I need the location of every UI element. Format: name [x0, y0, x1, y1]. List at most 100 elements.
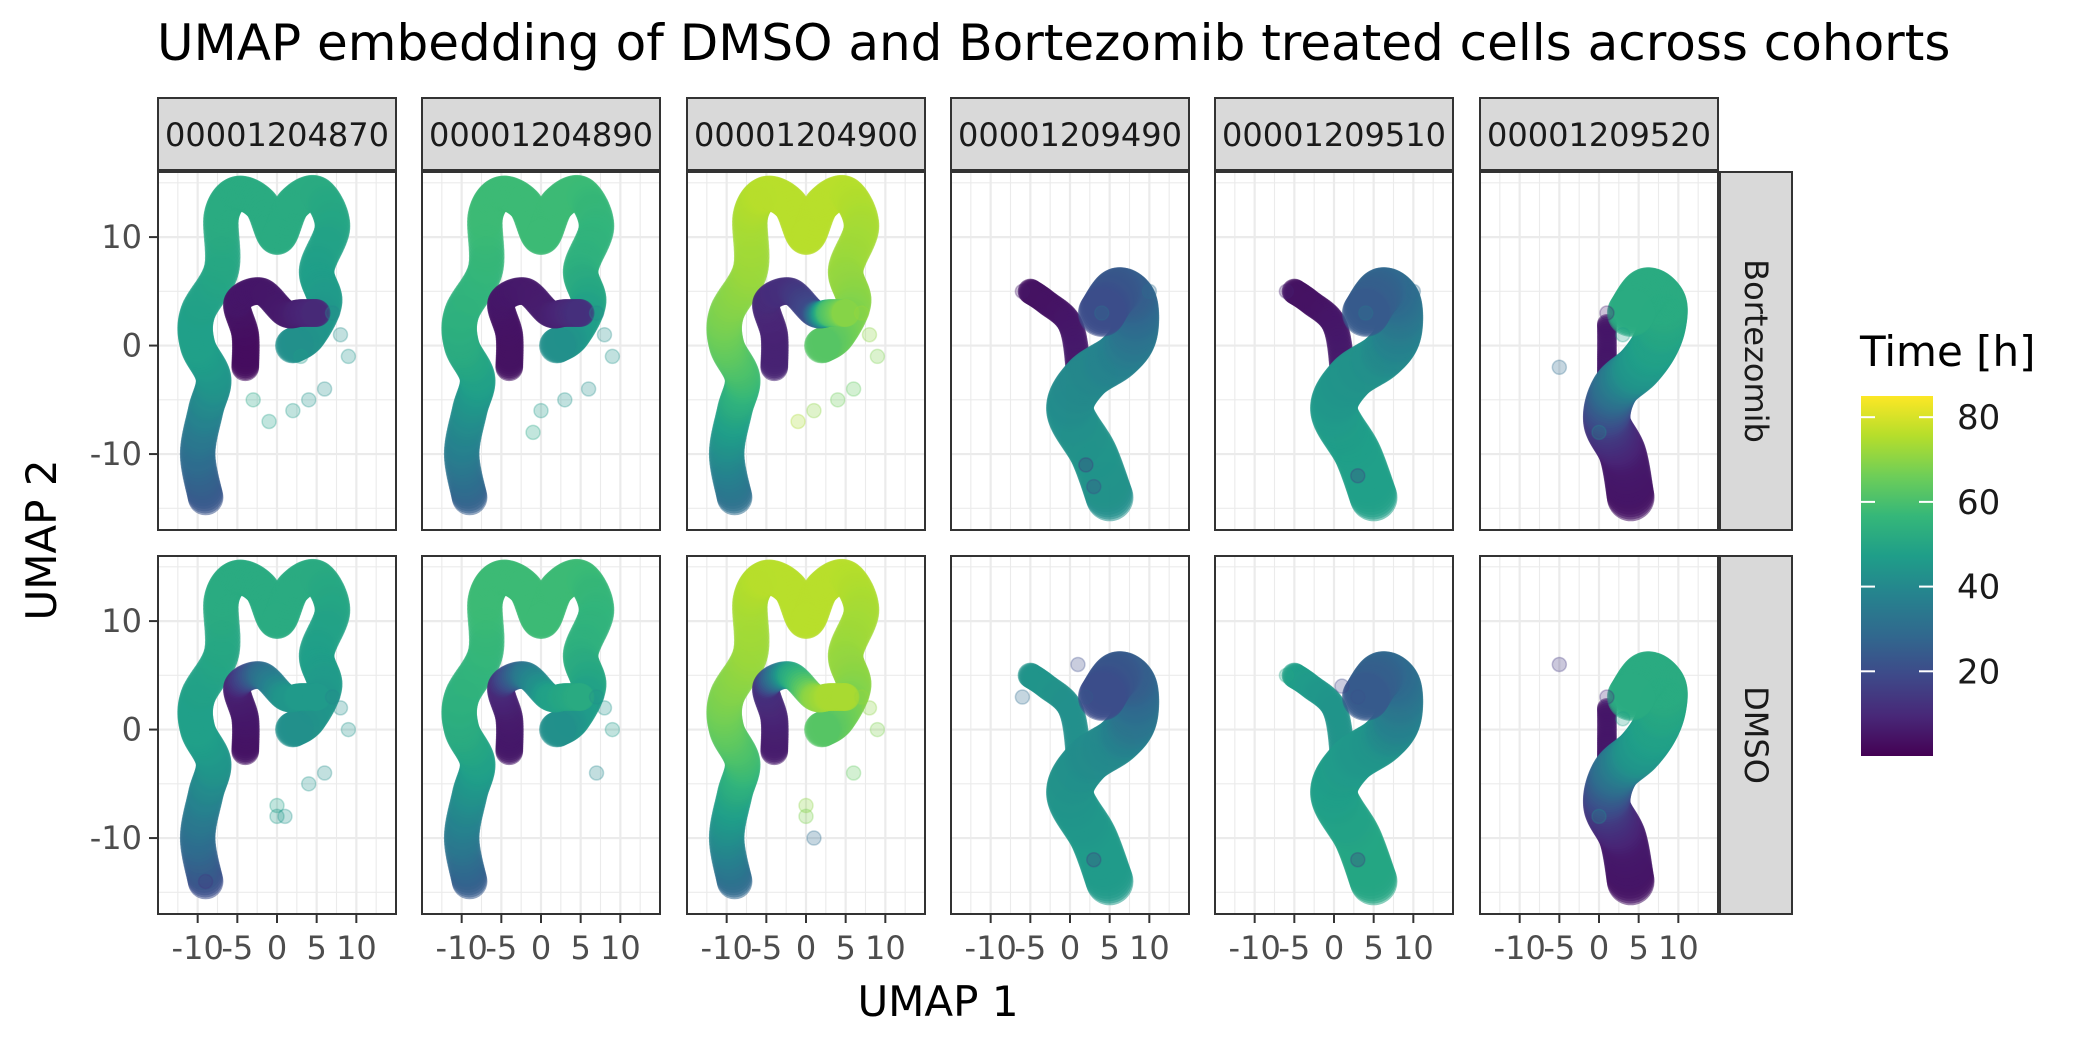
scatter-point [1591, 808, 1607, 825]
column-strip-label: 00001204900 [694, 116, 918, 154]
scatter-point [1014, 689, 1031, 705]
x-axis-title: UMAP 1 [857, 977, 1018, 1026]
scatter-point [1551, 359, 1568, 376]
trajectory [441, 174, 615, 516]
panel-data [706, 558, 886, 900]
facet-panel [421, 555, 661, 915]
column-strip [950, 97, 1190, 171]
trajectory-point [539, 327, 575, 364]
x-tick-label: -5 [485, 929, 517, 967]
trajectory-point [1341, 673, 1390, 721]
scatter-point [1078, 689, 1094, 705]
scatter-point [861, 326, 878, 343]
column-strip-label: 00001204870 [165, 116, 389, 154]
y-tick-label: -10 [90, 435, 142, 473]
scatter-point [580, 381, 597, 397]
x-tick-label: 5 [1363, 929, 1383, 967]
scatter-point [1086, 478, 1102, 495]
y-axis: 10 0 -10 10 0 -10 [90, 218, 158, 857]
panel-border [1214, 171, 1454, 531]
colorbar-label: 20 [1957, 652, 2000, 692]
panel-data [177, 558, 357, 900]
scatter-point [293, 348, 309, 365]
x-tick-label: 10 [600, 929, 641, 967]
trajectory [486, 661, 595, 766]
trajectory [706, 558, 880, 900]
trajectory-point [566, 683, 595, 711]
column-strip [421, 97, 661, 171]
x-tick-label: -5 [1014, 929, 1046, 967]
x-tick-label: 10 [1658, 929, 1699, 967]
column-strip [686, 97, 926, 171]
x-tick-label: 5 [1628, 929, 1648, 967]
y-tick-label: 0 [122, 327, 142, 365]
scatter-point [1086, 852, 1102, 868]
scatter-point [1278, 667, 1295, 684]
x-tick-label: 0 [1324, 929, 1344, 967]
column-strip-label: 00001209510 [1222, 116, 1446, 154]
column-strip-label: 00001209520 [1487, 116, 1711, 154]
x-tick-label: -5 [1278, 929, 1310, 967]
scatter-point [316, 381, 333, 397]
x-tick-label: -5 [221, 929, 253, 967]
x-tick-label: 0 [1589, 929, 1609, 967]
x-tick-label: -10 [436, 929, 488, 967]
trajectory-point [1077, 673, 1126, 721]
x-tick-label: 5 [1099, 929, 1119, 967]
y-tick-label: 10 [101, 218, 142, 256]
x-tick-label: 10 [865, 929, 906, 967]
x-tick-label: 10 [1393, 929, 1434, 967]
scatter-point [1599, 689, 1615, 705]
panel-data [1278, 267, 1424, 522]
facet-panel [686, 555, 926, 915]
trajectory-point [302, 299, 331, 327]
scatter-point [596, 700, 613, 716]
scatter-point [1078, 457, 1094, 473]
scatter-point [1405, 283, 1422, 300]
y-tick-label: -10 [90, 819, 142, 857]
panel-data [706, 174, 886, 516]
legend-title: Time [h] [1859, 327, 2036, 376]
scatter-point [332, 700, 349, 716]
x-tick-label: 5 [835, 929, 855, 967]
y-axis-title: UMAP 2 [17, 459, 66, 620]
scatter-point [1070, 656, 1086, 673]
x-tick-label: 0 [796, 929, 816, 967]
scatter-point [1357, 305, 1374, 321]
scatter-point [853, 689, 870, 705]
x-tick-label: -5 [750, 929, 782, 967]
scatter-point [588, 765, 605, 781]
trajectory [177, 558, 351, 900]
trajectory [751, 277, 860, 382]
scatter-point [869, 348, 886, 365]
scatter-point [245, 392, 261, 408]
scatter-point [300, 392, 317, 408]
trajectory-point [804, 327, 840, 364]
scatter-point [790, 413, 806, 430]
panel-data [1278, 651, 1424, 906]
scatter-point [300, 776, 317, 792]
colorbar-label: 60 [1957, 483, 2000, 523]
colorbar [1861, 396, 1933, 756]
trajectory [1582, 267, 1688, 522]
row-strip-label: DMSO [1737, 686, 1775, 784]
panel-data [441, 174, 621, 516]
scatter-point [798, 808, 814, 825]
trajectory [1046, 267, 1160, 522]
panel-data [177, 174, 357, 516]
scatter-point [1615, 326, 1631, 343]
row-strip [1719, 555, 1793, 915]
trajectory-point [566, 299, 595, 327]
trajectory-point [804, 711, 840, 748]
scatter-point [588, 305, 605, 321]
column-strip-label: 00001209490 [958, 116, 1182, 154]
trajectory [222, 661, 331, 766]
facet-panel [421, 171, 661, 531]
x-tick-label: 10 [1129, 929, 1170, 967]
scatter-point [324, 305, 341, 321]
panel-data [1014, 267, 1160, 522]
x-tick-label: -10 [1494, 929, 1546, 967]
scatter-point [525, 424, 541, 441]
column-strip [1214, 97, 1454, 171]
